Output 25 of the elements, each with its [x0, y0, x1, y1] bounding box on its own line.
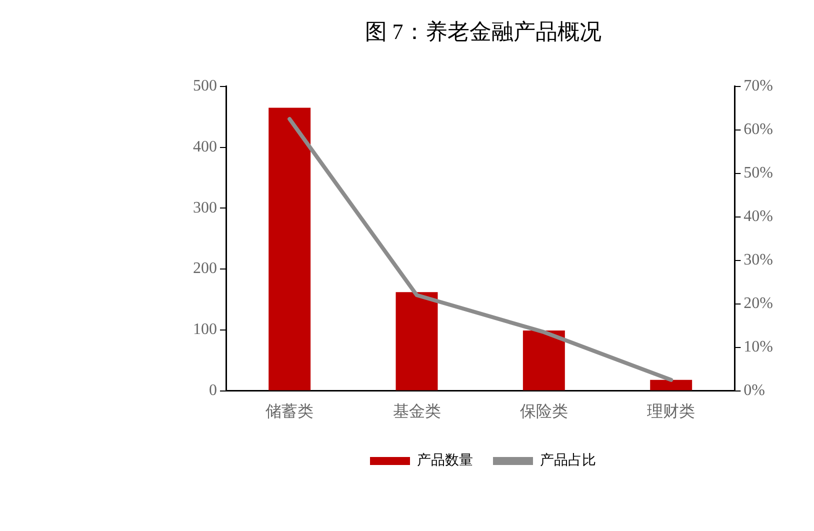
bar [268, 108, 311, 390]
y2-tick-label: 30% [744, 252, 773, 269]
x-tick-label: 储蓄类 [266, 402, 314, 421]
y-tick-label: 200 [193, 260, 217, 278]
y-tick-label: 100 [193, 321, 217, 338]
x-tick-label: 理财类 [647, 402, 696, 421]
y-tick-label: 400 [193, 138, 217, 156]
x-tick-label: 基金类 [392, 402, 441, 421]
bar [396, 292, 438, 390]
y2-tick-label: 70% [744, 78, 773, 95]
bar [522, 330, 565, 390]
y2-tick-label: 20% [744, 295, 773, 312]
y2-tick-label: 60% [744, 121, 773, 138]
y2-tick-label: 40% [744, 208, 773, 226]
legend-label: 产品数量 [417, 452, 473, 469]
y2-tick-label: 0% [744, 382, 765, 400]
x-tick-label: 保险类 [520, 402, 568, 421]
y-tick-label: 500 [193, 78, 217, 95]
legend-label: 产品占比 [540, 452, 596, 469]
bar [650, 380, 692, 390]
y2-tick-label: 10% [744, 338, 773, 356]
y-tick-label: 0 [209, 382, 217, 400]
y2-tick-label: 50% [744, 164, 773, 182]
y-tick-label: 300 [193, 199, 217, 216]
chart-title: 图 7：养老金融产品概况 [364, 18, 602, 44]
